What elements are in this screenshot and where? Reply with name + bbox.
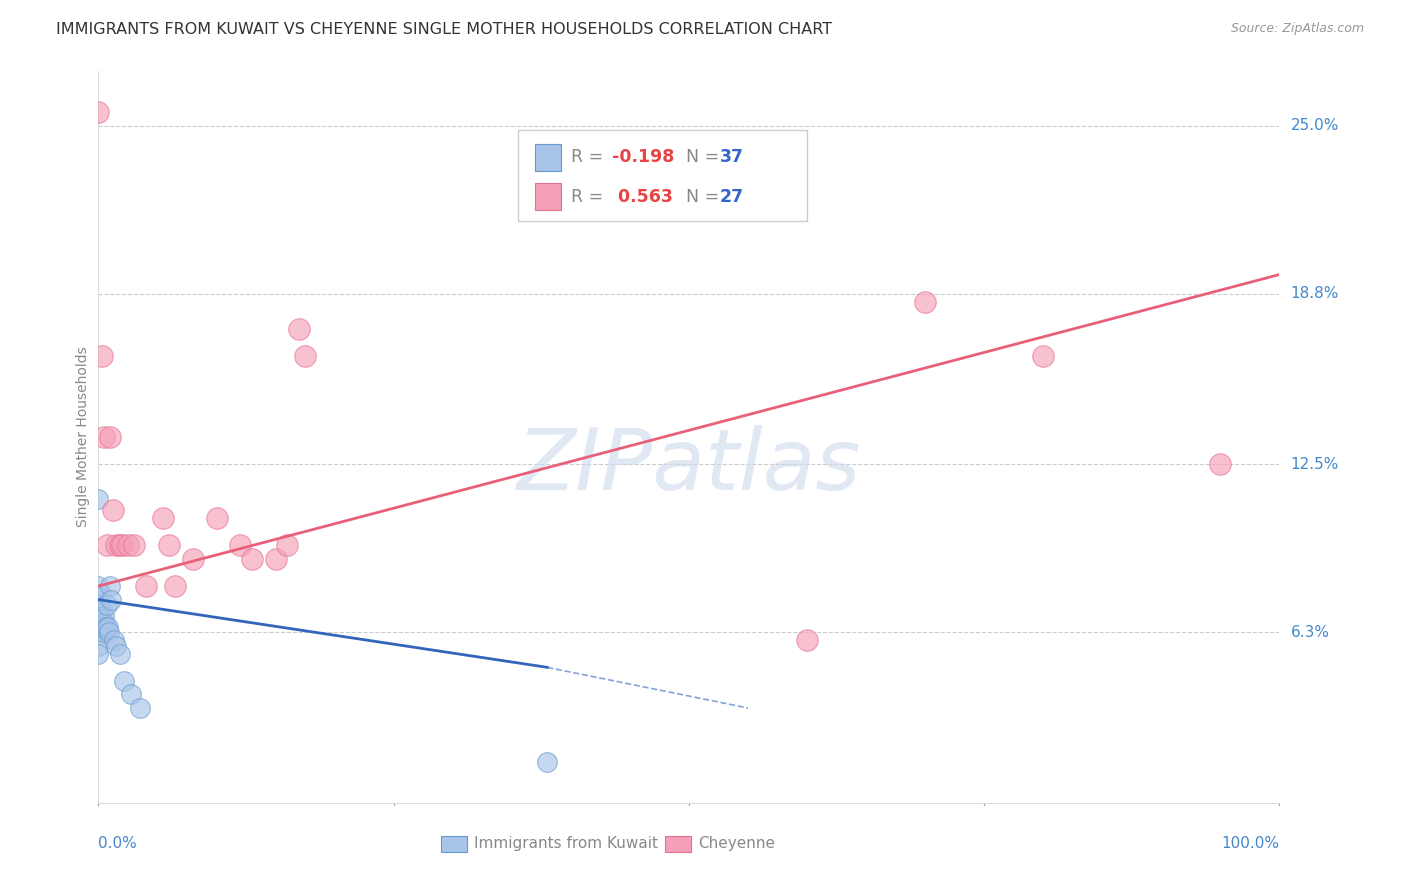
Bar	[536, 144, 561, 170]
Point	[98, 625, 121, 640]
Point	[536, 755, 558, 769]
Point	[91, 349, 114, 363]
Point	[108, 647, 131, 661]
Text: N =: N =	[675, 187, 724, 206]
Point	[108, 538, 131, 552]
Point	[121, 688, 143, 702]
Point	[87, 611, 110, 625]
Point	[87, 620, 110, 634]
Point	[87, 579, 110, 593]
Bar	[536, 183, 561, 211]
Text: -0.198: -0.198	[612, 148, 675, 166]
Point	[135, 579, 157, 593]
Point	[87, 492, 110, 507]
Text: ZIPatlas: ZIPatlas	[517, 425, 860, 508]
Text: R =: R =	[571, 187, 609, 206]
Text: 27: 27	[720, 187, 744, 206]
Point	[796, 633, 818, 648]
Point	[122, 538, 145, 552]
Text: N =: N =	[675, 148, 724, 166]
Point	[914, 294, 936, 309]
Point	[90, 611, 112, 625]
Text: 0.563: 0.563	[612, 187, 673, 206]
Point	[229, 538, 252, 552]
Point	[294, 349, 316, 363]
Point	[87, 625, 110, 640]
Point	[105, 639, 128, 653]
Point	[91, 611, 114, 625]
Text: R =: R =	[571, 148, 609, 166]
Point	[94, 623, 117, 637]
FancyBboxPatch shape	[517, 130, 807, 221]
Point	[288, 322, 311, 336]
Point	[91, 620, 114, 634]
Point	[93, 608, 115, 623]
Point	[87, 598, 110, 612]
Point	[96, 598, 118, 612]
Bar	[665, 836, 692, 852]
Text: 25.0%: 25.0%	[1291, 118, 1339, 133]
Point	[87, 600, 110, 615]
Point	[105, 538, 128, 552]
Point	[87, 628, 110, 642]
Text: 0.0%: 0.0%	[98, 836, 138, 851]
Point	[89, 598, 111, 612]
Text: 37: 37	[720, 148, 744, 166]
Point	[93, 625, 115, 640]
Point	[91, 617, 114, 632]
Point	[98, 579, 121, 593]
Point	[101, 503, 124, 517]
Point	[157, 538, 180, 552]
Point	[87, 606, 110, 620]
Point	[117, 538, 139, 552]
Text: 6.3%: 6.3%	[1291, 624, 1330, 640]
Point	[87, 639, 110, 653]
Y-axis label: Single Mother Households: Single Mother Households	[76, 347, 90, 527]
Point	[276, 538, 298, 552]
Point	[1032, 349, 1054, 363]
Point	[240, 552, 263, 566]
Point	[87, 105, 110, 120]
Point	[87, 590, 110, 604]
Point	[98, 430, 121, 444]
Text: Immigrants from Kuwait: Immigrants from Kuwait	[474, 836, 658, 851]
Point	[90, 600, 112, 615]
Text: 12.5%: 12.5%	[1291, 457, 1339, 472]
Point	[264, 552, 287, 566]
Point	[205, 511, 228, 525]
Point	[87, 647, 110, 661]
Text: IMMIGRANTS FROM KUWAIT VS CHEYENNE SINGLE MOTHER HOUSEHOLDS CORRELATION CHART: IMMIGRANTS FROM KUWAIT VS CHEYENNE SINGL…	[56, 22, 832, 37]
Point	[90, 587, 112, 601]
Point	[96, 538, 118, 552]
Point	[165, 579, 187, 593]
Point	[100, 592, 122, 607]
Point	[111, 538, 134, 552]
Point	[103, 633, 125, 648]
Point	[90, 617, 112, 632]
Point	[94, 620, 117, 634]
Text: Source: ZipAtlas.com: Source: ZipAtlas.com	[1230, 22, 1364, 36]
Point	[97, 620, 120, 634]
Point	[93, 430, 115, 444]
Point	[112, 673, 135, 688]
Bar	[441, 836, 467, 852]
Text: Cheyenne: Cheyenne	[699, 836, 775, 851]
Text: 18.8%: 18.8%	[1291, 286, 1339, 301]
Point	[152, 511, 174, 525]
Point	[181, 552, 204, 566]
Text: 100.0%: 100.0%	[1222, 836, 1279, 851]
Point	[87, 623, 110, 637]
Point	[1209, 457, 1232, 471]
Point	[128, 701, 150, 715]
